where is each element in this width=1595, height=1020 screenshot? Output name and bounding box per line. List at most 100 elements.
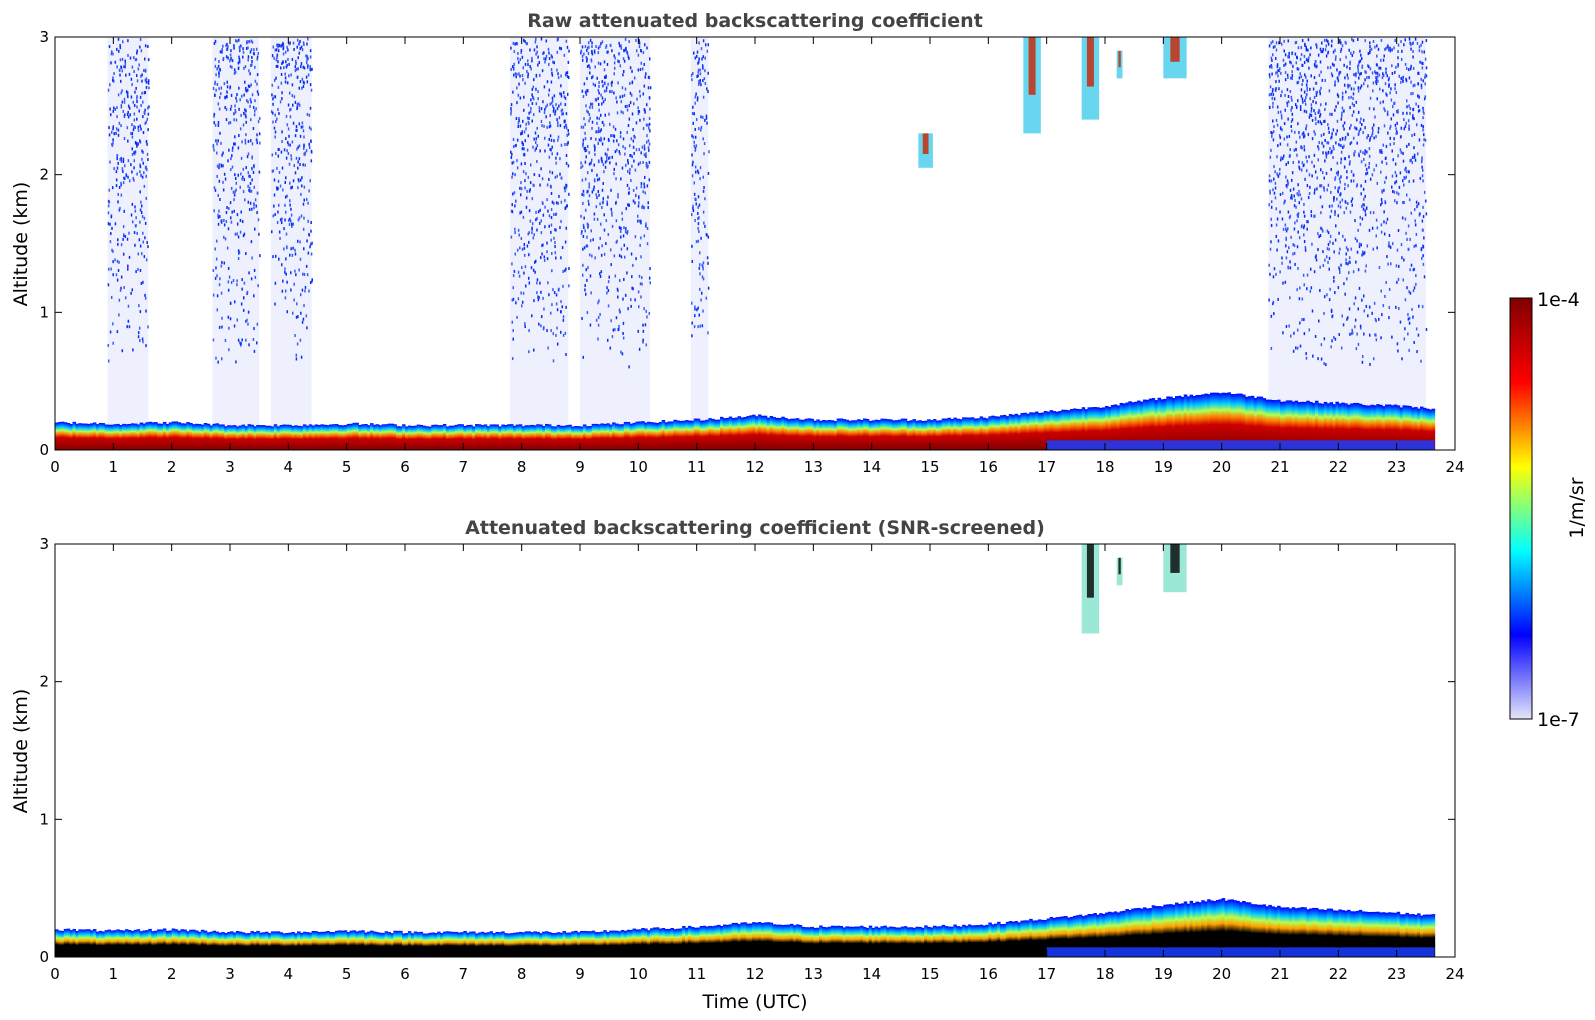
layer-column [1061,409,1065,450]
noise-speckle [642,323,644,327]
noise-speckle [142,280,144,284]
noise-speckle [277,154,280,158]
noise-speckle [644,191,646,195]
noise-speckle [213,148,215,152]
layer-column [355,422,359,450]
noise-speckle [1319,289,1321,293]
noise-speckle [278,230,281,234]
noise-speckle [557,72,559,76]
noise-speckle [1332,50,1335,54]
noise-speckle [1276,217,1279,221]
noise-speckle [600,113,602,117]
noise-speckle [1375,80,1377,84]
noise-speckle [1376,246,1378,250]
noise-speckle [1352,92,1355,96]
noise-speckle [133,159,136,163]
noise-speckle [643,84,646,88]
cloud-core [922,133,929,155]
layer-column [422,933,427,957]
noise-speckle [251,60,253,64]
layer-column [965,417,969,450]
noise-speckle [280,221,283,225]
noise-speckle [702,55,705,59]
noise-speckle [241,220,244,224]
noise-speckle [1311,242,1313,246]
noise-speckle [308,113,311,117]
layer-column [918,420,922,450]
noise-speckle [248,174,250,178]
noise-speckle [1287,100,1290,104]
layer-column [1017,922,1022,957]
noise-speckle [705,232,708,236]
noise-speckle [1285,175,1287,179]
noise-speckle [221,50,223,54]
noise-speckle [1305,75,1307,79]
noise-speckle [1354,219,1356,223]
noise-speckle [1309,267,1312,271]
noise-speckle [308,126,311,130]
noise-speckle [592,82,595,86]
noise-speckle [591,41,593,45]
layer-column [845,419,849,450]
noise-speckle [691,78,693,82]
noise-speckle [122,109,125,113]
noise-speckle [1342,124,1344,128]
layer-column [125,424,129,450]
layer-column [1078,914,1083,957]
noise-speckle [142,100,144,104]
layer-column [562,931,567,957]
noise-speckle [273,126,276,130]
noise-speckle [1340,161,1342,165]
layer-column [1207,394,1211,450]
noise-speckle [627,307,629,311]
noise-speckle [648,122,651,126]
noise-speckle [291,140,294,144]
noise-speckle [633,134,635,138]
noise-speckle [300,214,303,218]
noise-speckle [523,271,525,275]
layer-column [195,423,199,450]
noise-speckle [524,40,526,44]
noise-speckle [705,116,708,120]
noise-speckle [620,255,623,259]
layer-column [1425,408,1430,450]
noise-speckle [638,305,640,309]
layer-column [1160,906,1164,957]
noise-speckle [216,174,218,178]
noise-speckle [596,116,598,120]
noise-speckle [110,61,113,65]
noise-speckle [120,183,122,187]
layer-column [259,425,263,450]
noise-speckle [303,146,305,150]
layer-column [396,930,400,957]
noise-speckle [136,95,138,99]
noise-speckle [554,109,557,113]
noise-speckle [564,103,567,107]
noise-speckle [697,61,699,65]
layer-column [501,931,505,957]
noise-speckle [221,153,223,157]
noise-speckle [284,176,287,180]
noise-speckle [1372,357,1375,361]
noise-speckle [128,325,131,329]
noise-speckle [122,170,124,174]
noise-speckle [523,242,526,246]
noise-speckle [141,175,144,179]
noise-speckle [235,39,237,43]
noise-speckle [295,125,298,129]
noise-speckle [243,112,246,116]
noise-speckle [1318,73,1321,77]
noise-speckle [1272,188,1274,192]
noise-speckle [1374,317,1377,321]
noise-speckle [230,280,233,284]
layer-column [553,932,558,957]
layer-column [1250,395,1255,450]
noise-speckle [1327,231,1330,235]
noise-speckle [145,309,147,313]
y-tick-label: 2 [39,166,49,184]
noise-speckle [511,357,514,361]
noise-speckle [637,68,640,72]
noise-speckle [1360,53,1362,57]
noise-speckle [272,214,275,218]
layer-column [399,930,403,957]
